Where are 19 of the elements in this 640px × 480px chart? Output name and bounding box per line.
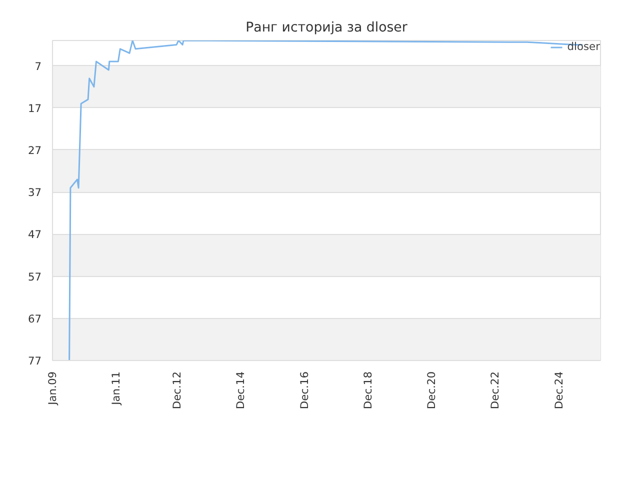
y-tick-label: 37 (28, 186, 42, 200)
x-tick-label: Dec.14 (234, 371, 248, 410)
x-tick-label: Dec.20 (425, 371, 438, 410)
x-tick-label: Dec.22 (488, 371, 502, 410)
x-tick-label: Dec.12 (170, 371, 184, 410)
legend-label: dloser (567, 40, 600, 53)
x-tick-label: Jan.09 (46, 371, 59, 406)
x-tick-label: Dec.18 (361, 371, 374, 410)
chart-title: Ранг историја за dloser (246, 20, 408, 36)
y-tick-label: 77 (28, 354, 42, 368)
x-tick-label: Dec.16 (298, 371, 311, 410)
y-tick-label: 7 (34, 60, 42, 73)
y-tick-label: 27 (28, 144, 42, 157)
y-tick-label: 17 (28, 102, 42, 115)
y-tick-label: 47 (28, 228, 42, 242)
y-tick-label: 57 (28, 270, 42, 284)
x-tick-label: Dec.24 (552, 371, 566, 410)
x-tick-label: Jan.11 (110, 372, 123, 406)
y-tick-label: 67 (28, 312, 42, 326)
